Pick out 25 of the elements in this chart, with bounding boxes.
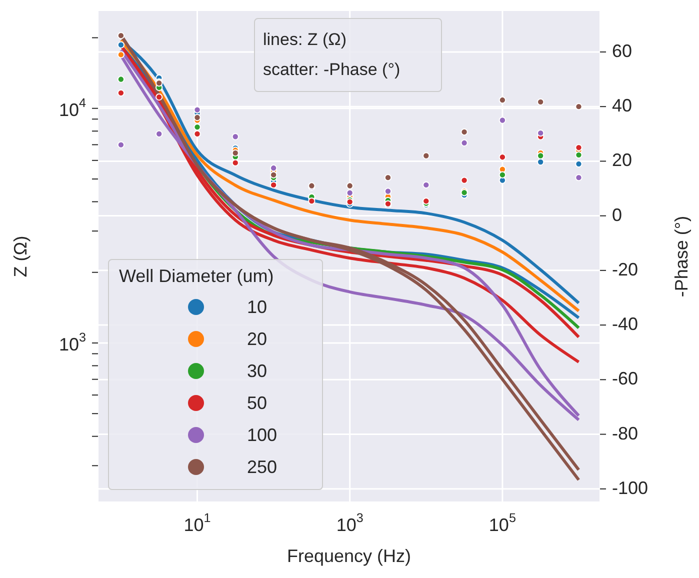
legend-label: 50	[247, 392, 268, 414]
legend-label: 250	[247, 456, 278, 478]
y2-tick-label: -80	[612, 423, 638, 444]
annotation: lines: Z (Ω)	[263, 29, 348, 51]
y2-tick-label: -20	[612, 259, 638, 280]
legend-label: 30	[247, 360, 268, 382]
y2-tick-label: 60	[612, 40, 632, 61]
x-axis-title: Frequency (Hz)	[286, 546, 412, 566]
y2-tick-label: -40	[612, 314, 638, 334]
y2-tick-label: 20	[612, 150, 632, 170]
x-tick-label: 10$^{3}$	[336, 511, 364, 535]
x-tick-label: 10$^{5}$	[488, 511, 516, 535]
legend-label: 10	[247, 296, 268, 318]
y-axis-title: Z (Ω)	[10, 236, 30, 278]
y2-tick-label: 0	[612, 204, 622, 225]
y2-tick-label: -100	[612, 478, 648, 498]
annotation: scatter: -Phase (°)	[263, 59, 402, 81]
legend-label: 100	[247, 424, 278, 446]
legend-title: Well Diameter (um)	[119, 266, 275, 287]
x-tick-label: 10$^{1}$	[184, 511, 211, 535]
y2-tick-label: 40	[612, 95, 632, 116]
y-tick-label: 10$^{4}$	[58, 96, 86, 120]
y2-axis-title: -Phase (°)	[671, 216, 692, 298]
legend-label: 20	[247, 328, 268, 350]
y2-tick-label: -60	[612, 368, 638, 388]
